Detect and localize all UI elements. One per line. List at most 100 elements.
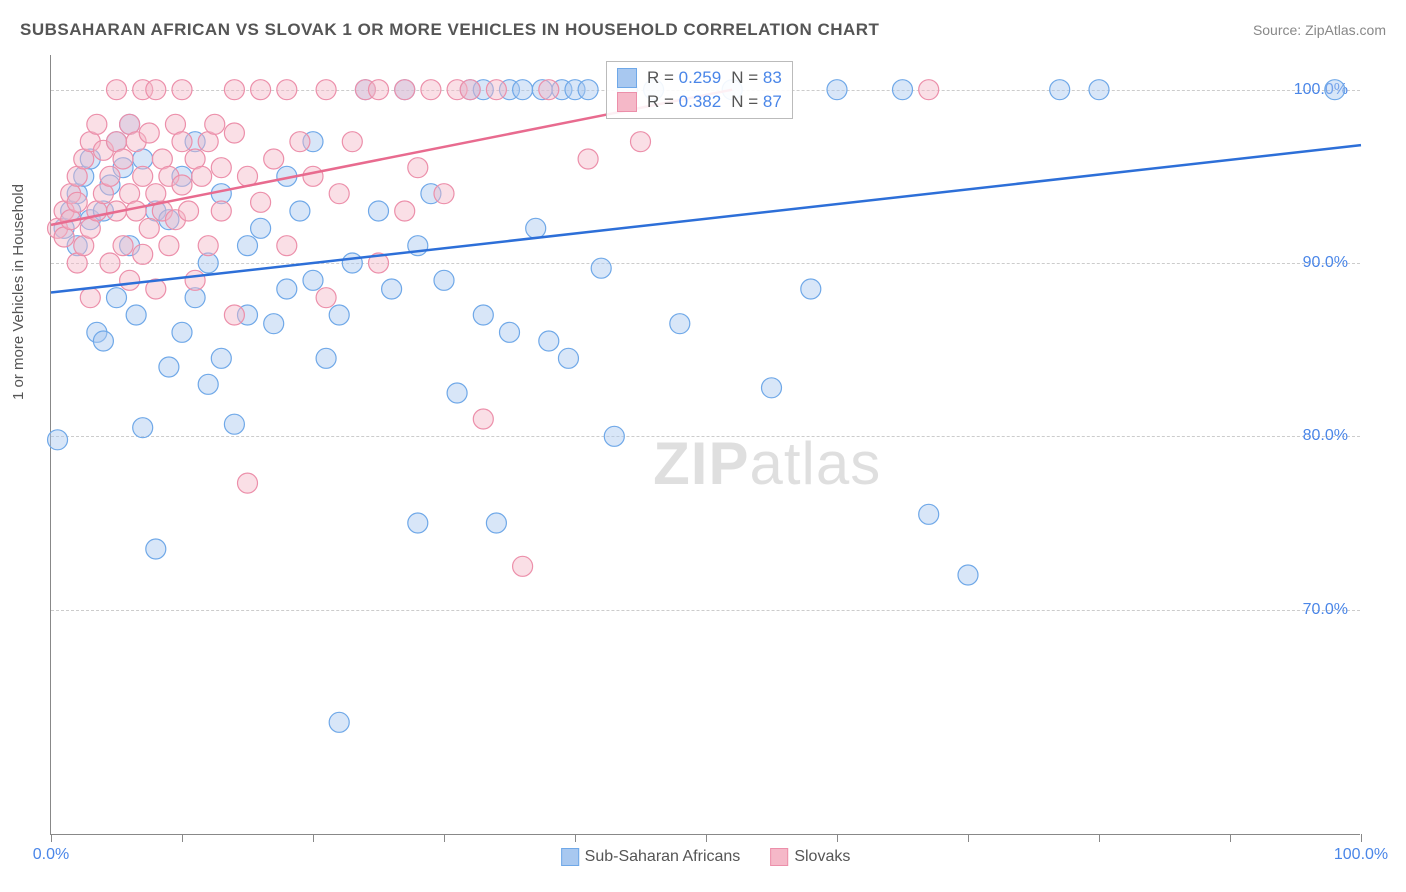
scatter-point (473, 409, 493, 429)
x-tick (182, 834, 183, 842)
legend-item: Sub-Saharan Africans (561, 848, 741, 866)
x-tick (1361, 834, 1362, 842)
scatter-point (224, 305, 244, 325)
scatter-point (139, 218, 159, 238)
scatter-point (211, 201, 231, 221)
scatter-point (303, 270, 323, 290)
scatter-point (277, 279, 297, 299)
scatter-point (486, 513, 506, 533)
scatter-point (421, 80, 441, 100)
stats-row: R = 0.382N = 87 (617, 90, 782, 114)
source-label: Source: ZipAtlas.com (1253, 22, 1386, 38)
scatter-point (329, 712, 349, 732)
stats-box: R = 0.259N = 83R = 0.382N = 87 (606, 61, 793, 119)
scatter-point (801, 279, 821, 299)
scatter-point (1050, 80, 1070, 100)
scatter-point (342, 253, 362, 273)
scatter-point (120, 270, 140, 290)
scatter-point (290, 201, 310, 221)
scatter-point (434, 270, 454, 290)
x-tick-label: 0.0% (33, 846, 69, 864)
scatter-point (513, 556, 533, 576)
scatter-point (329, 305, 349, 325)
scatter-point (277, 80, 297, 100)
scatter-point (113, 149, 133, 169)
scatter-point (473, 305, 493, 325)
x-tick (575, 834, 576, 842)
scatter-point (316, 80, 336, 100)
x-tick (968, 834, 969, 842)
scatter-point (329, 184, 349, 204)
scatter-point (113, 236, 133, 256)
scatter-point (146, 80, 166, 100)
stats-r-label: R = 0.259 (647, 68, 721, 88)
scatter-point (251, 218, 271, 238)
scatter-point (500, 322, 520, 342)
scatter-point (80, 288, 100, 308)
scatter-point (172, 80, 192, 100)
scatter-point (198, 374, 218, 394)
x-tick (837, 834, 838, 842)
scatter-point (631, 132, 651, 152)
stats-swatch (617, 68, 637, 88)
scatter-point (264, 149, 284, 169)
legend: Sub-Saharan Africans Slovaks (561, 848, 851, 866)
scatter-point (893, 80, 913, 100)
scatter-point (159, 236, 179, 256)
scatter-point (133, 166, 153, 186)
scatter-point (434, 184, 454, 204)
legend-swatch (561, 848, 579, 866)
scatter-point (192, 166, 212, 186)
scatter-point (224, 414, 244, 434)
plot-area: 70.0%80.0%90.0%100.0% ZIPatlas R = 0.259… (50, 55, 1360, 835)
scatter-point (264, 314, 284, 334)
scatter-point (408, 158, 428, 178)
scatter-point (526, 218, 546, 238)
scatter-point (486, 80, 506, 100)
scatter-point (205, 114, 225, 134)
legend-swatch (770, 848, 788, 866)
scatter-point (172, 175, 192, 195)
scatter-point (670, 314, 690, 334)
scatter-point (382, 279, 402, 299)
x-tick (444, 834, 445, 842)
scatter-point (67, 192, 87, 212)
scatter-point (460, 80, 480, 100)
scatter-point (107, 288, 127, 308)
source-link[interactable]: ZipAtlas.com (1305, 22, 1386, 38)
scatter-point (578, 80, 598, 100)
scatter-point (126, 305, 146, 325)
scatter-point (369, 201, 389, 221)
scatter-point (251, 80, 271, 100)
scatter-point (198, 236, 218, 256)
scatter-svg (51, 55, 1360, 834)
scatter-point (251, 192, 271, 212)
legend-item: Slovaks (770, 848, 850, 866)
scatter-point (395, 80, 415, 100)
scatter-point (48, 430, 68, 450)
scatter-point (139, 123, 159, 143)
scatter-point (395, 201, 415, 221)
scatter-point (87, 114, 107, 134)
scatter-point (316, 288, 336, 308)
x-tick (51, 834, 52, 842)
scatter-point (126, 201, 146, 221)
y-axis-label: 1 or more Vehicles in Household (10, 184, 27, 400)
scatter-point (100, 166, 120, 186)
stats-n-label: N = 87 (731, 92, 782, 112)
scatter-point (919, 504, 939, 524)
scatter-point (172, 132, 192, 152)
scatter-point (369, 80, 389, 100)
scatter-point (539, 80, 559, 100)
scatter-point (578, 149, 598, 169)
scatter-point (958, 565, 978, 585)
scatter-point (224, 80, 244, 100)
chart-title: SUBSAHARAN AFRICAN VS SLOVAK 1 OR MORE V… (20, 20, 879, 40)
x-tick-label: 100.0% (1334, 846, 1388, 864)
scatter-point (133, 244, 153, 264)
x-tick (706, 834, 707, 842)
scatter-point (238, 236, 258, 256)
scatter-point (591, 258, 611, 278)
stats-row: R = 0.259N = 83 (617, 66, 782, 90)
scatter-point (93, 331, 113, 351)
